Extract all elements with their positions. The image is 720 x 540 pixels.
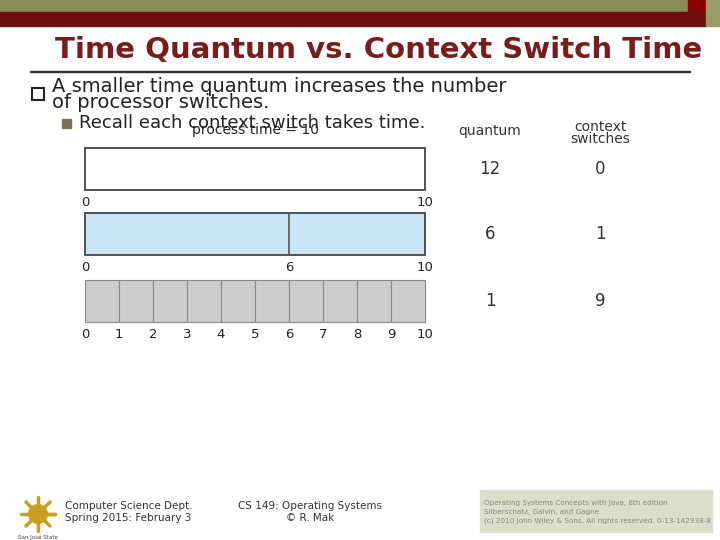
Bar — [85, 213, 425, 255]
Bar — [153, 280, 187, 322]
Text: Spring 2015: February 3: Spring 2015: February 3 — [65, 513, 192, 523]
Text: 4: 4 — [217, 328, 225, 341]
Text: 0: 0 — [595, 160, 606, 178]
Text: © R. Mak: © R. Mak — [286, 513, 334, 523]
Text: 10: 10 — [417, 261, 433, 274]
Bar — [30, 71, 690, 72]
Text: of processor switches.: of processor switches. — [52, 92, 269, 111]
Text: quantum: quantum — [459, 124, 521, 138]
Text: 0: 0 — [81, 261, 89, 274]
Text: 1: 1 — [485, 292, 495, 310]
Text: 2: 2 — [149, 328, 157, 341]
Bar — [62, 119, 71, 128]
Text: 0: 0 — [81, 328, 89, 341]
Text: process time = 10: process time = 10 — [192, 123, 318, 137]
Text: 10: 10 — [417, 328, 433, 341]
Text: 1: 1 — [114, 328, 123, 341]
Text: A smaller time quantum increases the number: A smaller time quantum increases the num… — [52, 78, 506, 97]
Bar — [85, 280, 119, 322]
Text: 6: 6 — [285, 328, 293, 341]
Text: 0: 0 — [81, 196, 89, 209]
Text: 5: 5 — [251, 328, 259, 341]
Text: 6: 6 — [285, 261, 293, 274]
Text: San José State: San José State — [18, 535, 58, 540]
Bar — [221, 280, 255, 322]
Bar — [255, 280, 289, 322]
Bar — [357, 280, 391, 322]
Text: 10: 10 — [417, 196, 433, 209]
Bar — [0, 12, 706, 26]
Circle shape — [29, 505, 48, 523]
Text: 9: 9 — [595, 292, 606, 310]
Text: Computer Science Dept.: Computer Science Dept. — [65, 501, 192, 511]
Bar — [391, 280, 425, 322]
Bar — [32, 88, 44, 100]
Bar — [119, 280, 153, 322]
Bar — [480, 490, 712, 532]
Text: Recall each context switch takes time.: Recall each context switch takes time. — [79, 114, 426, 132]
Bar — [187, 280, 221, 322]
Text: 1: 1 — [595, 225, 606, 243]
Bar — [85, 148, 425, 190]
Text: Operating Systems Concepts with Java, 8th edition
Silberschatz, Galvin, and Gagn: Operating Systems Concepts with Java, 8t… — [484, 500, 711, 524]
Text: 7: 7 — [319, 328, 328, 341]
Text: 6: 6 — [485, 225, 495, 243]
Text: Time Quantum vs. Context Switch Time: Time Quantum vs. Context Switch Time — [55, 36, 702, 64]
Text: 12: 12 — [480, 160, 500, 178]
Bar — [323, 280, 357, 322]
Bar — [0, 0, 688, 12]
Bar — [706, 12, 720, 26]
Bar — [289, 280, 323, 322]
Text: 9: 9 — [387, 328, 395, 341]
Bar — [688, 0, 706, 12]
Bar — [706, 0, 720, 12]
Text: 3: 3 — [183, 328, 192, 341]
Text: switches: switches — [570, 132, 630, 146]
Text: CS 149: Operating Systems: CS 149: Operating Systems — [238, 501, 382, 511]
Text: context: context — [574, 120, 626, 134]
Text: 8: 8 — [353, 328, 361, 341]
